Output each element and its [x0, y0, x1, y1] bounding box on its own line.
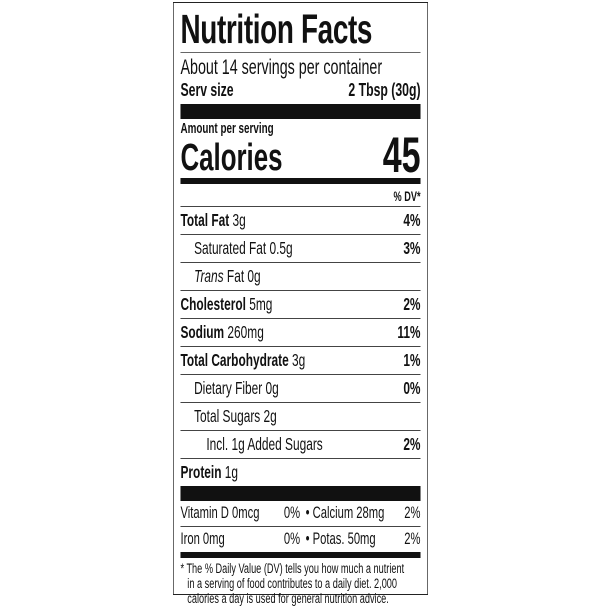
nutrient-row-sodium: Sodium 260mg 11% — [180, 318, 421, 346]
nutrient-row-added-sugars: Incl. 1g Added Sugars 2% — [180, 430, 421, 458]
nutrient-name: Saturated Fat — [194, 238, 267, 258]
thick-divider — [180, 486, 421, 501]
nutrient-row-trans-fat: Trans Fat 0g — [180, 262, 421, 290]
mineral-dv: 2% — [404, 530, 421, 548]
nutrient-row-protein: Protein 1g — [180, 458, 421, 486]
bullet: • — [305, 504, 310, 522]
serving-size-value: 2 Tbsp (30g) — [348, 80, 421, 100]
nutrient-dv: 11% — [397, 322, 421, 342]
calories-label: Calories — [180, 137, 283, 179]
divider — [180, 52, 421, 53]
nutrient-amount: 260mg — [227, 322, 264, 342]
nutrient-row-cholesterol: Cholesterol 5mg 2% — [180, 290, 421, 318]
calories-value: 45 — [382, 127, 421, 183]
vitamin-name: Iron 0mg — [180, 530, 225, 548]
thick-divider — [180, 104, 421, 119]
footnote-line: * The % Daily Value (DV) tells you how m… — [180, 561, 420, 576]
footnote: * The % Daily Value (DV) tells you how m… — [180, 561, 420, 606]
footnote-line: in a serving of food contributes to a da… — [187, 576, 398, 591]
nutrient-amount: 3g — [292, 350, 306, 370]
amount-per-serving: Amount per serving — [180, 121, 274, 137]
nutrient-name: Trans — [194, 266, 224, 286]
nutrient-name: Total Fat — [180, 210, 230, 230]
mineral-dv: 2% — [404, 504, 421, 522]
bullet: • — [305, 530, 310, 548]
nutrient-row-dietary-fiber: Dietary Fiber 0g 0% — [180, 374, 421, 402]
servings-per-container: About 14 servings per container — [180, 56, 383, 79]
nutrient-dv: 0% — [403, 378, 421, 398]
serving-size: Serv size 2 Tbsp (30g) — [180, 80, 420, 101]
nutrient-dv: 4% — [403, 210, 421, 230]
calories-row: Calories 45 — [180, 130, 420, 180]
nutrient-name: Cholesterol — [180, 294, 246, 314]
vitamin-row: Vitamin D 0mcg 0% • Calcium 28mg 2% — [180, 501, 420, 526]
nutrient-amount: 5mg — [249, 294, 273, 314]
serving-size-label: Serv size — [180, 80, 234, 100]
nutrient-name: Total Carbohydrate — [180, 350, 289, 370]
mineral-name: Potas. 50mg — [312, 530, 376, 548]
nutrient-amount: Fat 0g — [226, 266, 261, 286]
nutrient-row-total-fat: Total Fat 3g 4% — [180, 206, 421, 234]
footnote-text: The % Daily Value (DV) tells you how muc… — [186, 561, 405, 576]
nutrient-dv: 3% — [403, 238, 421, 258]
nutrient-row-saturated-fat: Saturated Fat 0.5g 3% — [180, 234, 421, 262]
dv-header: % DV* — [393, 189, 421, 204]
nutrient-amount: 0g — [265, 378, 279, 398]
nutrient-name: Dietary Fiber — [194, 378, 263, 398]
nutrient-amount: 3g — [232, 210, 246, 230]
medium-divider — [180, 552, 421, 558]
medium-divider — [180, 178, 421, 184]
nutrient-dv: 2% — [403, 434, 421, 454]
nutrient-name: Total Sugars — [194, 406, 261, 426]
nutrient-amount: 1g — [224, 462, 239, 482]
nutrient-dv: 2% — [403, 294, 421, 314]
nutrient-name: Sodium — [180, 322, 225, 342]
label-title: Nutrition Facts — [180, 6, 373, 52]
footnote-star: * — [180, 561, 185, 576]
vitamin-row: Iron 0mg 0% • Potas. 50mg 2% — [180, 526, 421, 552]
nutrient-name: Protein — [180, 462, 222, 482]
vitamin-dv: 0% — [283, 504, 301, 522]
nutrient-dv: 1% — [403, 350, 421, 370]
nutrient-row-total-sugars: Total Sugars 2g — [180, 402, 421, 430]
vitamin-dv: 0% — [283, 530, 301, 548]
nutrient-name: Incl. 1g Added Sugars — [206, 434, 323, 454]
nutrient-amount: 2g — [263, 406, 277, 426]
nutrition-facts-label: Nutrition Facts About 14 servings per co… — [173, 2, 428, 606]
nutrient-row-total-carbohydrate: Total Carbohydrate 3g 1% — [180, 346, 421, 374]
mineral-name: Calcium 28mg — [312, 504, 385, 522]
footnote-line: calories a day is used for general nutri… — [187, 591, 389, 606]
nutrient-amount: 0.5g — [269, 238, 293, 258]
vitamin-name: Vitamin D 0mcg — [180, 504, 260, 522]
